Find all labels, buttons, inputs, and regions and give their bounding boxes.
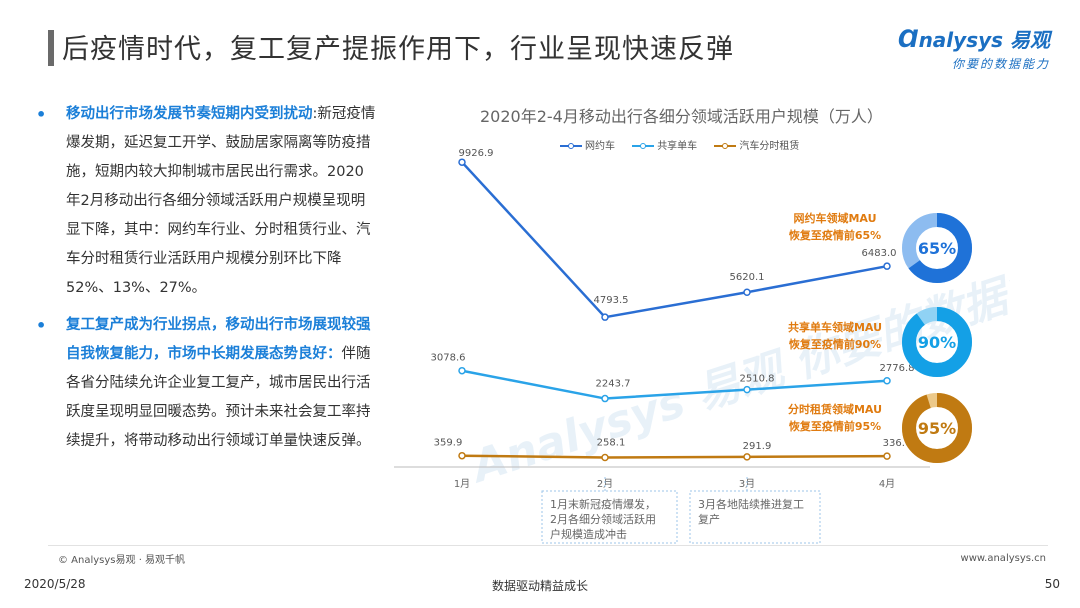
- series-line: [461, 369, 888, 400]
- x-tick-label: 3月: [739, 478, 755, 490]
- logo-main-text: Ɑnalysys 易观: [897, 25, 1050, 53]
- legend-line-icon: [714, 143, 737, 149]
- series-line: [461, 454, 888, 459]
- x-tick-label: 2月: [597, 478, 613, 490]
- legend-item: 网约车: [560, 137, 615, 152]
- page-number: 50: [1044, 577, 1060, 591]
- data-label: 2243.7: [596, 379, 631, 390]
- data-label: 3078.6: [431, 353, 466, 364]
- donut-label: 90%: [918, 333, 956, 352]
- donut-arc: [902, 213, 972, 283]
- data-point: [743, 288, 751, 296]
- data-point: [601, 394, 609, 403]
- data-point: [601, 313, 609, 321]
- chart-area: 2020年2-4月移动出行各细分领域活跃用户规模（万人） 网约车 共享单车 汽车…: [390, 95, 1010, 555]
- annotation-line: 分时租赁领域MAU: [788, 402, 882, 416]
- logo-a-glyph: Ɑ: [897, 25, 919, 53]
- annotation-line: 恢复至疫情前65%: [789, 228, 881, 242]
- footer-url: www.analysys.cn: [960, 553, 1046, 564]
- chart-title: 2020年2-4月移动出行各细分领域活跃用户规模（万人）: [480, 107, 883, 126]
- data-label: 359.9: [434, 438, 463, 449]
- callout-box: [541, 490, 678, 544]
- callout-text: 3月各地陆续推进复工: [698, 497, 804, 511]
- data-label: 2510.8: [740, 374, 775, 385]
- bullet-text: :新冠疫情爆发期，延迟复工开学、鼓励居家隔离等防疫措施，短期内较大抑制城市居民出…: [66, 106, 376, 296]
- donut-arc: [902, 393, 972, 463]
- data-label: 4793.5: [594, 295, 629, 306]
- data-label: 258.1: [597, 437, 626, 448]
- footer-copyright: © Analysys易观 · 易观千帆: [58, 555, 186, 566]
- data-point: [458, 366, 466, 375]
- legend-line-icon: [560, 143, 582, 149]
- legend-line-icon: [632, 143, 655, 149]
- data-point: [743, 453, 751, 461]
- donut-arc: [902, 307, 972, 377]
- data-point: [743, 385, 751, 394]
- chart-legend: 网约车 共享单车 汽车分时租赁: [560, 137, 813, 152]
- data-label: 9926.9: [459, 148, 494, 159]
- bullet-dot-icon: •: [36, 105, 47, 124]
- data-label: 5620.1: [730, 272, 765, 283]
- series-line: [461, 161, 888, 319]
- bullet-item: • 移动出行市场发展节奏短期内受到扰动:新冠疫情爆发期，延迟复工开学、鼓励居家隔…: [36, 100, 376, 303]
- data-point: [458, 158, 466, 166]
- callout-text: 户规模造成冲击: [550, 527, 627, 541]
- data-label: 2776.8: [880, 363, 915, 374]
- footer-date: 2020/5/28: [24, 577, 86, 591]
- bullet-highlight: 移动出行市场发展节奏短期内受到扰动: [66, 106, 313, 122]
- annotation-line: 网约车领域MAU: [793, 211, 876, 225]
- annotation-line: 恢复至疫情前90%: [789, 337, 881, 351]
- callout-text: 复产: [698, 512, 720, 526]
- footer-slogan: 数据驱动精益成长: [491, 579, 588, 593]
- logo-tagline: 你要的数据能力: [951, 57, 1050, 71]
- donut-label: 65%: [918, 239, 956, 258]
- bullet-dot-icon: •: [36, 316, 47, 335]
- x-tick-label: 1月: [454, 478, 470, 490]
- footer-divider: [48, 545, 1048, 546]
- annotation-line: 共享单车领域MAU: [788, 320, 882, 334]
- legend-item: 共享单车: [632, 137, 697, 152]
- callout-box: [689, 490, 821, 544]
- data-point: [883, 452, 891, 460]
- bullet-text: 伴随各省分陆续允许企业复工复产，城市居民出行活跃度呈现明显回暖态势。预计未来社会…: [66, 346, 371, 449]
- callout-text: 2月各细分领域活跃用: [550, 512, 656, 526]
- annotation-line: 恢复至疫情前95%: [789, 419, 881, 433]
- data-point: [883, 262, 891, 270]
- title-accent-bar: [48, 30, 54, 66]
- data-point: [601, 453, 609, 462]
- x-tick-label: 4月: [879, 478, 895, 490]
- data-label: 291.9: [743, 441, 772, 452]
- legend-item: 汽车分时租赁: [714, 137, 799, 152]
- donut-label: 95%: [918, 419, 956, 438]
- data-label: 336.0: [883, 438, 912, 449]
- page-title: 后疫情时代，复工复产提振作用下，行业呈现快速反弹: [62, 34, 734, 65]
- analysys-logo: Ɑnalysys 易观 你要的数据能力: [898, 24, 1050, 72]
- bullet-highlight: 复工复产成为行业拐点，移动出行市场展现较强自我恢复能力，市场中长期发展态势良好：: [66, 317, 371, 362]
- data-point: [883, 377, 891, 385]
- bullet-list: • 移动出行市场发展节奏短期内受到扰动:新冠疫情爆发期，延迟复工开学、鼓励居家隔…: [36, 100, 376, 464]
- bullet-item: • 复工复产成为行业拐点，移动出行市场展现较强自我恢复能力，市场中长期发展态势良…: [36, 311, 376, 456]
- data-label: 6483.0: [862, 248, 897, 259]
- callout-text: 1月末新冠疫情爆发，: [550, 497, 656, 511]
- data-point: [458, 451, 466, 460]
